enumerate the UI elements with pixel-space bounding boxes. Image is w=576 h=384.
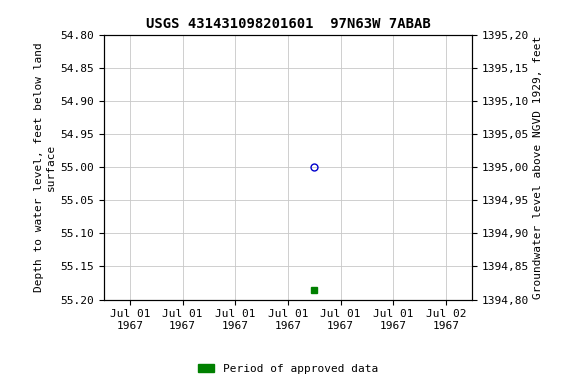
- Y-axis label: Depth to water level, feet below land
surface: Depth to water level, feet below land su…: [35, 42, 56, 292]
- Y-axis label: Groundwater level above NGVD 1929, feet: Groundwater level above NGVD 1929, feet: [533, 35, 544, 299]
- Title: USGS 431431098201601  97N63W 7ABAB: USGS 431431098201601 97N63W 7ABAB: [146, 17, 430, 31]
- Legend: Period of approved data: Period of approved data: [193, 359, 383, 379]
